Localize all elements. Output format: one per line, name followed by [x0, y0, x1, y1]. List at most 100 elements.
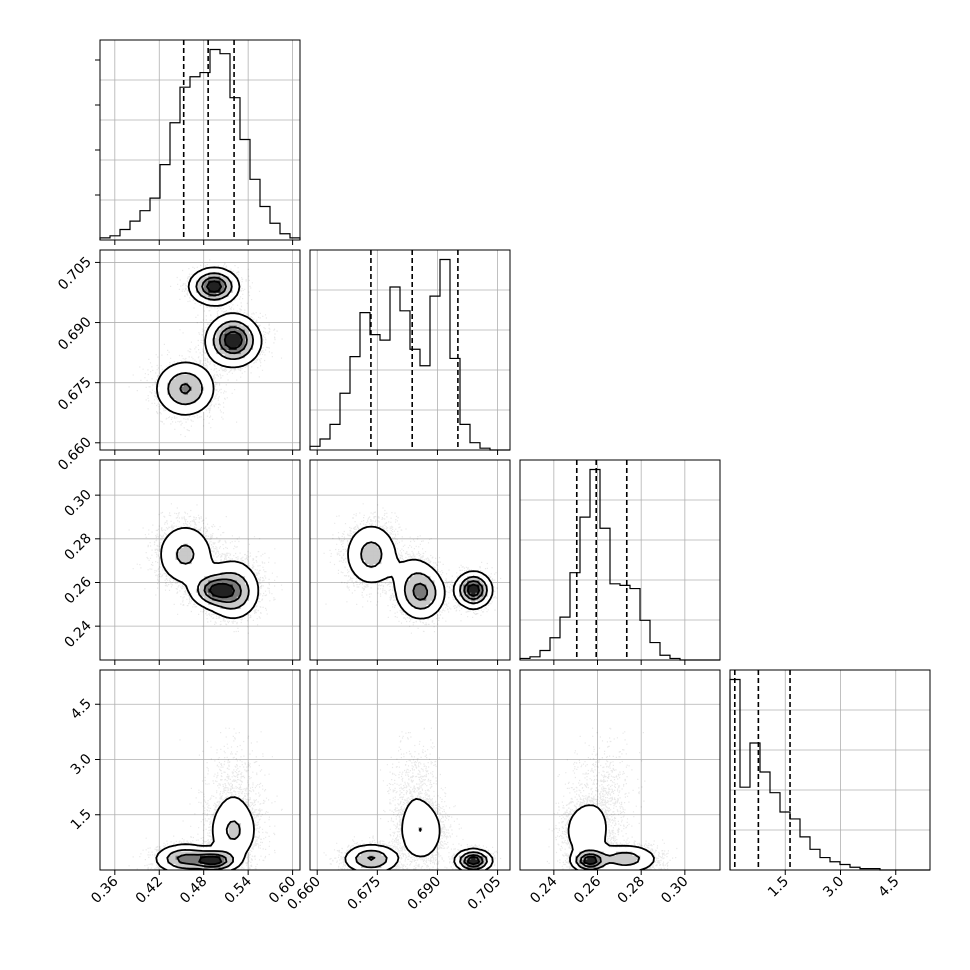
density-cell	[195, 382, 201, 388]
density-cell	[579, 868, 584, 870]
density-cell	[385, 855, 391, 861]
density-cell	[175, 403, 181, 408]
density-cell	[393, 572, 399, 577]
density-cell	[405, 600, 411, 606]
density-cell	[195, 580, 201, 586]
density-cell	[240, 851, 246, 857]
density-cell	[356, 551, 362, 557]
density-cell	[220, 819, 226, 824]
density-cell	[361, 531, 366, 537]
density-cell	[228, 572, 234, 577]
density-cell	[595, 814, 601, 820]
density-cell	[579, 827, 584, 832]
density-cell	[471, 580, 476, 586]
density-cell	[385, 547, 391, 553]
panel-frame	[309, 249, 511, 451]
density-cell	[603, 847, 609, 853]
density-cell	[159, 374, 164, 380]
density-cell	[373, 568, 378, 573]
density-cell	[163, 855, 168, 861]
density-cell	[167, 403, 172, 408]
density-cell	[212, 855, 217, 861]
density-cell	[373, 547, 378, 553]
density-cell	[348, 863, 354, 869]
density-cell	[591, 806, 597, 812]
density-cell	[200, 547, 205, 553]
density-cell	[410, 823, 415, 828]
density-cell	[171, 378, 177, 384]
density-cell	[377, 855, 382, 861]
density-cell	[187, 407, 193, 412]
density-cell	[208, 333, 213, 339]
density-cell	[430, 576, 436, 581]
density-cell	[430, 827, 436, 832]
density-cell	[401, 564, 407, 569]
density-cell	[167, 366, 172, 371]
density-cell	[187, 555, 193, 561]
density-cell	[385, 555, 391, 561]
density-cell	[163, 386, 168, 392]
density-cell	[204, 268, 209, 274]
density-cell	[418, 580, 423, 586]
density-cell	[220, 592, 226, 598]
density-cell	[200, 555, 205, 561]
density-cell	[216, 588, 221, 594]
density-cell	[377, 568, 382, 573]
density-cell	[422, 564, 427, 569]
density-cell	[253, 333, 258, 339]
density-cell	[414, 600, 419, 606]
density-cell	[389, 551, 395, 557]
density-cell	[232, 588, 238, 594]
density-cell	[216, 609, 221, 614]
density-cell	[475, 604, 480, 610]
density-cell	[236, 798, 242, 804]
density-cell	[571, 819, 576, 824]
density-cell	[200, 403, 205, 408]
density-cell	[571, 855, 576, 861]
density-cell	[385, 535, 391, 541]
density-cell	[369, 535, 374, 541]
density-cell	[220, 337, 226, 343]
density-cell	[244, 827, 250, 832]
density-cell	[361, 527, 366, 532]
density-cell	[422, 609, 427, 614]
density-cell	[410, 588, 415, 594]
density-cell	[422, 839, 427, 845]
density-cell	[191, 572, 197, 577]
density-cell	[599, 868, 605, 870]
contour-line	[203, 578, 242, 603]
scatter-panel-4-1: 1.5 3.0 4.5	[68, 669, 301, 871]
density-cell	[200, 580, 205, 586]
density-cell	[381, 863, 387, 869]
density-cell	[356, 531, 362, 537]
density-cell	[236, 851, 242, 857]
density-cell	[208, 329, 213, 335]
density-cell	[381, 535, 387, 541]
density-cell	[369, 576, 374, 581]
density-cell	[361, 535, 366, 541]
density-cell	[369, 543, 374, 549]
density-cell	[220, 863, 226, 869]
density-cell	[454, 584, 460, 590]
density-cell	[204, 399, 209, 404]
x-tick-label: 1.5	[765, 874, 792, 901]
density-cell	[204, 390, 209, 396]
density-cell	[216, 576, 221, 581]
density-cell	[253, 325, 258, 331]
density-cell	[224, 288, 230, 294]
density-cell	[220, 827, 226, 832]
density-cell	[224, 835, 230, 840]
density-cell	[571, 823, 576, 828]
density-cell	[232, 313, 238, 318]
density-cell	[183, 560, 189, 565]
density-cell	[365, 551, 370, 557]
density-cell	[426, 814, 431, 820]
density-cell	[187, 527, 193, 532]
density-cell	[236, 806, 242, 812]
density-cell	[579, 847, 584, 853]
density-cell	[183, 386, 189, 392]
density-cell	[377, 535, 382, 541]
density-cell	[356, 568, 362, 573]
density-cell	[179, 527, 185, 532]
density-cell	[200, 584, 205, 590]
